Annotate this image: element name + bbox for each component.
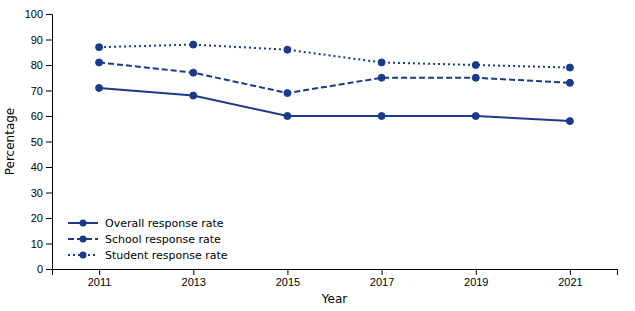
tick-mark [46,116,52,117]
plot-area: 2011 2013 2015 2017 2019 2021 0 10 20 30 40 50 60 70 8… [25,8,618,288]
series-line [99,62,570,93]
tick: 80 [31,59,52,71]
tick-label: 10 [31,238,43,250]
legend-item: Student response rate [68,249,228,262]
point [566,64,573,71]
point [378,74,385,81]
tick: 10 [31,238,52,250]
tick: 90 [31,34,52,46]
point [190,69,197,76]
tick-label: 2021 [558,276,582,288]
tick-mark [46,167,52,168]
legend-label: Overall response rate [105,217,224,230]
tick-mark [46,193,52,194]
legend-marker [80,220,87,227]
tick: 0 [37,263,52,275]
tick: 40 [31,161,52,173]
legend-marker [80,236,87,243]
tick: 60 [31,110,52,122]
point [96,44,103,51]
tick-label: 2019 [464,276,488,288]
tick: 2011 [88,269,112,288]
tick: 2021 [558,269,582,288]
tick-mark [570,269,571,275]
tick: 30 [31,187,52,199]
tick-mark [476,269,477,275]
tick-label: 90 [31,34,43,46]
tick-mark [46,14,52,15]
tick-mark [46,269,52,270]
legend-item: School response rate [68,233,221,246]
point [284,113,291,120]
axis-line [46,15,53,270]
tick-label: 60 [31,110,43,122]
tick-mark [287,269,288,275]
point [566,79,573,86]
tick: 100 [25,8,52,20]
tick-label: 80 [31,59,43,71]
point [566,118,573,125]
point [190,41,197,48]
point [472,113,479,120]
tick-label: 2013 [182,276,206,288]
tick-mark [99,269,100,275]
tick-mark [46,65,52,66]
tick-label: 20 [31,212,43,224]
tick-label: 100 [25,8,43,20]
tick-label: 2011 [88,276,112,288]
y-axis: 0 10 20 30 40 50 60 70 80 90 100 [25,8,53,275]
legend-label: School response rate [105,233,221,246]
tick: 2013 [182,269,206,288]
tick: 2015 [276,269,300,288]
series-line [99,88,570,121]
point [378,59,385,66]
point [96,59,103,66]
legend-item: Overall response rate [68,217,224,230]
point [472,74,479,81]
point [190,92,197,99]
x-axis: 2011 2013 2015 2017 2019 2021 [53,269,618,288]
tick: 70 [31,85,52,97]
tick-label: 2017 [370,276,394,288]
tick-mark [46,142,52,143]
tick-mark [46,218,52,219]
tick: 50 [31,136,52,148]
point [284,90,291,97]
tick: 2017 [370,269,394,288]
tick-label: 40 [31,161,43,173]
tick-mark [46,40,52,41]
tick-mark [193,269,194,275]
y-axis-title: Percentage [3,108,17,176]
tick-label: 30 [31,187,43,199]
chart: 2011 2013 2015 2017 2019 2021 0 10 20 30 40 50 60 70 8… [0,0,635,311]
point [378,113,385,120]
legend: Overall response rate School response rat… [68,217,228,262]
tick-label: 0 [37,263,43,275]
series-line [99,45,570,68]
point [472,62,479,69]
marks [96,41,574,125]
tick-mark [46,244,52,245]
tick-label: 70 [31,85,43,97]
x-axis-title: Year [321,292,347,306]
point [284,46,291,53]
point [96,84,103,91]
legend-label: Student response rate [105,249,228,262]
tick-label: 2015 [276,276,300,288]
legend-marker [80,252,87,259]
tick: 2019 [464,269,488,288]
axis-line [53,270,618,276]
tick-label: 50 [31,136,43,148]
tick-mark [382,269,383,275]
tick: 20 [31,212,52,224]
tick-mark [46,91,52,92]
